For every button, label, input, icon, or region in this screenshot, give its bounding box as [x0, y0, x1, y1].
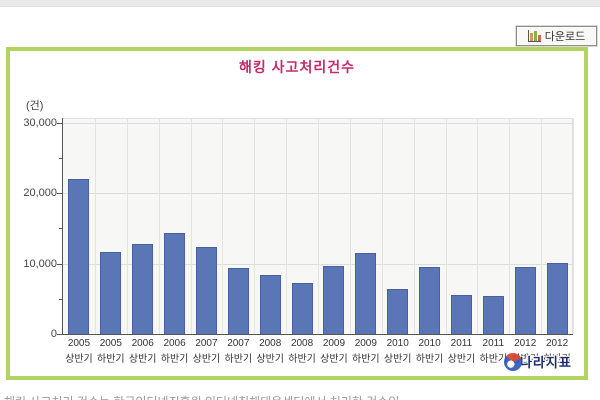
- x-tick-label-year: 2010: [386, 338, 409, 349]
- download-button[interactable]: 다운로드: [516, 26, 597, 46]
- download-button-label: 다운로드: [544, 31, 586, 43]
- footnote-clipped: 해킹 사고처리 건수는 한국인터넷진흥원 인터넷침해대응센터에서 처리한 건수임: [4, 393, 399, 400]
- x-tick-label-half: 상반기: [192, 354, 221, 365]
- x-tick-label-half: 상반기: [383, 354, 412, 365]
- bar-2005-상반기: [68, 179, 90, 334]
- gridline-vertical: [541, 118, 543, 334]
- gridline-vertical: [573, 118, 574, 334]
- x-tick-label-half: 하반기: [97, 354, 125, 365]
- bar-2008-하반기: [291, 283, 313, 334]
- bar-2010-하반기: [419, 267, 441, 334]
- gridline-vertical: [126, 118, 128, 334]
- page-top-strip: [0, 0, 600, 7]
- x-tick-label-half: 상반기: [447, 354, 476, 365]
- x-tick-label-half: 하반기: [288, 354, 316, 365]
- y-tick-label: 30,000: [23, 116, 57, 129]
- chart-title: 해킹 사고처리건수: [239, 59, 355, 75]
- bar-2009-상반기: [323, 266, 345, 334]
- gridline-vertical: [158, 118, 160, 334]
- y-tick-minor: [59, 157, 62, 159]
- x-tick-label-year: 2008: [290, 338, 314, 349]
- y-tick-label: 20,000: [23, 187, 57, 199]
- bar-2007-상반기: [195, 247, 217, 334]
- watermark: 나라지표: [504, 352, 572, 371]
- gridline-vertical: [381, 118, 383, 334]
- nara-index-swirl-icon: [504, 352, 522, 371]
- x-tick-label-half: 상반기: [256, 354, 284, 365]
- y-tick-label: 0: [50, 328, 57, 340]
- bar-2006-상반기: [132, 244, 154, 334]
- y-tick-minor: [59, 228, 62, 230]
- x-tick-label-half: 상반기: [511, 354, 539, 365]
- bar-2007-하반기: [227, 268, 249, 334]
- x-axis-line: [62, 334, 573, 335]
- x-tick-label-year: 2009: [322, 338, 346, 349]
- x-tick-label-year: 2010: [418, 338, 441, 349]
- gridline-vertical: [318, 118, 319, 334]
- x-tick-label-half: 하반기: [479, 354, 508, 365]
- x-tick-label-half: 상반기: [128, 354, 157, 365]
- bar-2005-하반기: [100, 252, 122, 334]
- x-tick-label-half: 하반기: [415, 354, 444, 365]
- bar-2009-하반기: [355, 253, 377, 334]
- y-tick-major: [57, 193, 62, 194]
- gridline-vertical: [477, 118, 479, 334]
- x-tick-label-year: 2012: [545, 338, 569, 349]
- x-tick-label-year: 2007: [227, 338, 250, 349]
- bar-chart-icon: [527, 30, 541, 42]
- x-tick-label-year: 2005: [67, 338, 91, 349]
- gridline-vertical: [286, 118, 288, 334]
- x-tick-label-year: 2012: [514, 338, 537, 349]
- bar-2008-상반기: [259, 275, 281, 334]
- y-axis-unit-label: (건): [26, 100, 44, 112]
- x-tick-label-half: 상반기: [320, 354, 348, 365]
- watermark-text: 나라지표: [520, 355, 572, 370]
- x-tick-label-year: 2008: [259, 338, 282, 349]
- y-tick-major: [57, 263, 62, 265]
- gridline-vertical: [349, 118, 351, 334]
- gridline-vertical: [222, 118, 224, 334]
- x-tick-label-year: 2009: [354, 338, 377, 349]
- x-tick-label-year: 2011: [482, 338, 505, 349]
- x-tick-label-year: 2006: [163, 338, 186, 349]
- y-tick-major: [57, 334, 62, 335]
- x-tick-label-year: 2005: [99, 338, 122, 349]
- x-tick-label-half: 하반기: [352, 354, 380, 365]
- gridline-vertical: [509, 118, 511, 334]
- y-tick-major: [57, 122, 62, 124]
- gridline-vertical: [413, 118, 415, 334]
- bar-2012-상반기: [514, 267, 536, 334]
- gridline-vertical: [190, 118, 192, 334]
- gridline-vertical: [445, 118, 447, 334]
- y-axis-line: [62, 118, 63, 335]
- x-tick-label-half: 하반기: [224, 354, 253, 365]
- y-tick-minor: [59, 298, 62, 300]
- x-tick-label-half: 하반기: [160, 354, 189, 365]
- y-tick-label: 10,000: [23, 257, 57, 270]
- bar-2012-하반기: [546, 263, 568, 334]
- x-tick-label-half: 하반기: [543, 354, 571, 365]
- x-tick-label-year: 2006: [131, 338, 154, 349]
- x-tick-label-year: 2007: [195, 338, 218, 349]
- x-tick-label-year: 2011: [450, 338, 473, 349]
- bar-2011-상반기: [450, 295, 472, 334]
- gridline-vertical: [94, 118, 96, 334]
- bar-2006-하반기: [164, 233, 186, 334]
- gridline-vertical: [254, 118, 256, 334]
- bar-2011-하반기: [482, 296, 504, 334]
- bar-2010-상반기: [387, 289, 409, 334]
- x-tick-label-half: 상반기: [65, 354, 93, 365]
